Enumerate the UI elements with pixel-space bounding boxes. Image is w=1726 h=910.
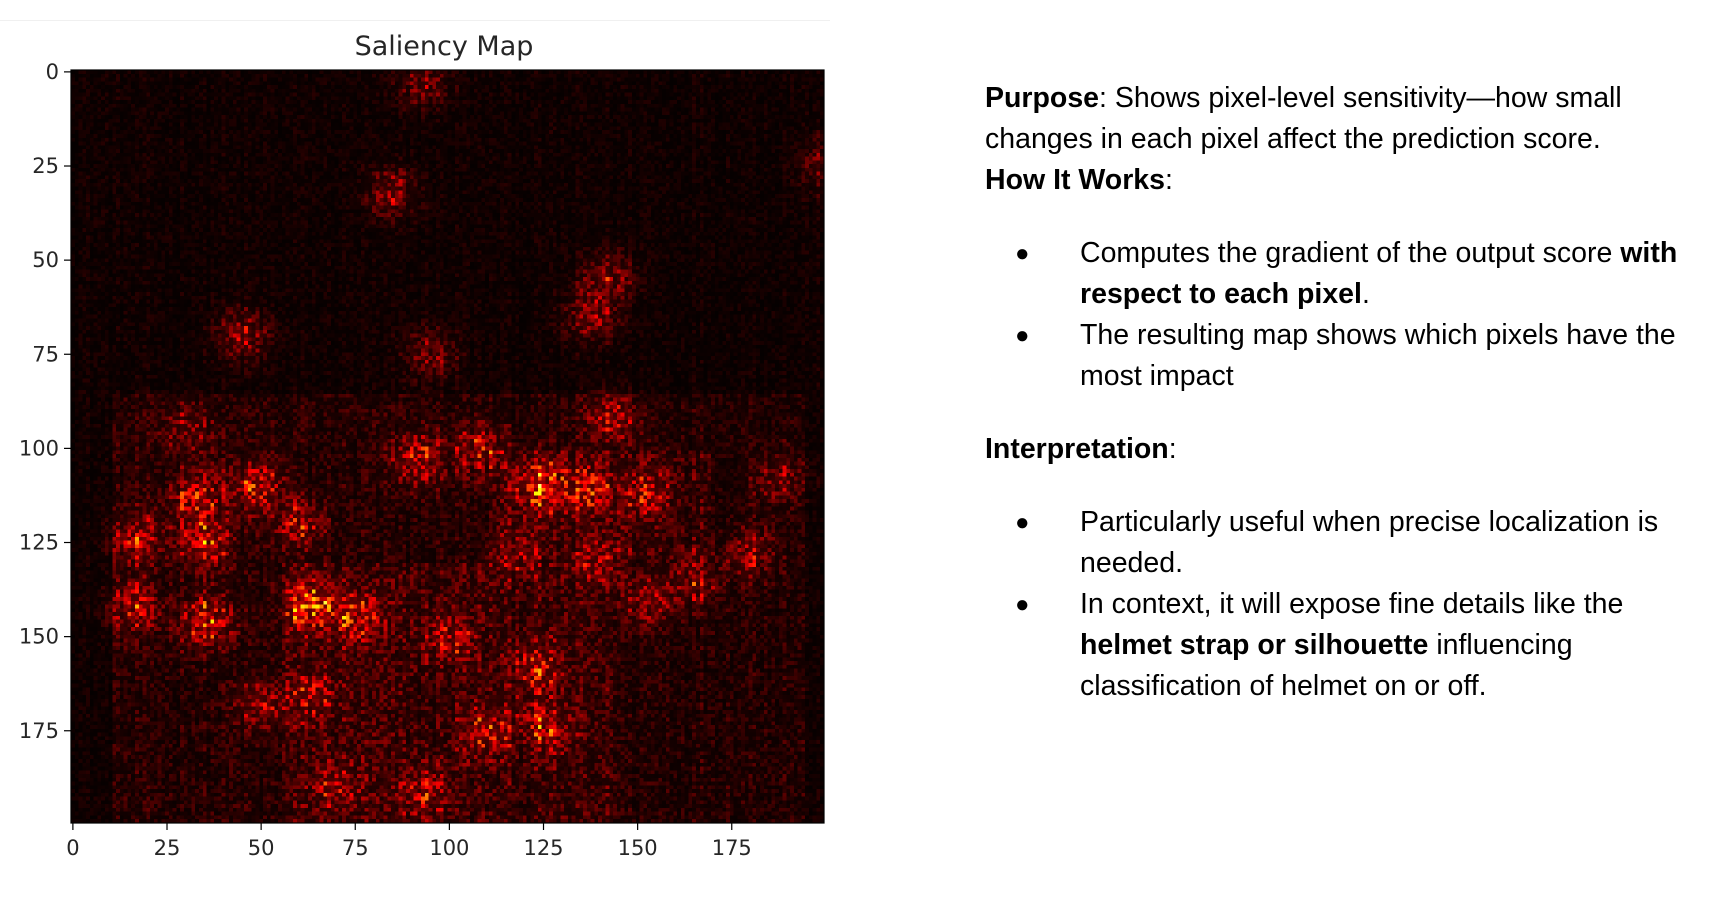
x-tick-label: 75	[342, 836, 369, 860]
y-tick-label: 125	[19, 531, 59, 555]
x-tick-label: 150	[618, 836, 658, 860]
purpose-label: Purpose	[985, 82, 1100, 114]
x-tick-label: 0	[66, 836, 79, 860]
y-tick-label: 175	[19, 719, 59, 743]
purpose-text: : Shows pixel-level sensitivity—how smal…	[985, 82, 1622, 155]
y-axis: 0 25 50 75 100 125 150 175	[19, 60, 71, 743]
bullet-icon: ●	[1015, 509, 1030, 536]
x-axis: 0 25 50 75 100 125 150 175	[66, 823, 752, 860]
y-tick-label: 100	[19, 436, 59, 460]
x-tick-label: 100	[429, 836, 469, 860]
x-tick-label: 25	[154, 836, 181, 860]
how-it-works-label: How It Works	[985, 164, 1165, 196]
y-tick-label: 150	[19, 625, 59, 649]
figure-top-edge	[0, 20, 830, 21]
y-tick-label: 0	[46, 60, 59, 84]
x-tick-label: 175	[712, 836, 752, 860]
list-item: ● The resulting map shows which pixels ha…	[985, 315, 1720, 397]
y-tick-label: 50	[32, 248, 59, 272]
plot-frame	[70, 69, 825, 824]
heatmap-image	[71, 70, 824, 823]
interpretation-list: ● Particularly useful when precise locali…	[985, 502, 1720, 707]
list-item: ● Particularly useful when precise locali…	[985, 502, 1720, 584]
y-tick-label: 25	[32, 154, 59, 178]
heatmap-raster	[71, 70, 824, 823]
x-tick-label: 50	[248, 836, 275, 860]
x-tick-label: 125	[523, 836, 563, 860]
bullet-icon: ●	[1015, 591, 1030, 618]
list-item: ● In context, it will expose fine details…	[985, 584, 1720, 707]
explanation-panel: Purpose: Shows pixel-level sensitivity—h…	[985, 78, 1720, 739]
interpretation-colon: :	[1168, 433, 1177, 465]
list-item-text-end: influencing classification of helmet on …	[1080, 629, 1573, 702]
purpose-paragraph: Purpose: Shows pixel-level sensitivity—h…	[985, 78, 1720, 160]
list-item-text: In context, it will expose fine details …	[1080, 588, 1624, 620]
chart-title: Saliency Map	[355, 31, 534, 62]
saliency-figure: Saliency Map 0 25 50 75 100 125 150 175 0 25 50 75…	[0, 20, 830, 880]
list-item-emphasis: helmet strap or silhouette	[1080, 629, 1429, 661]
bullet-icon: ●	[1015, 240, 1030, 267]
list-item-text-end: .	[1361, 278, 1370, 310]
list-item: ● Computes the gradient of the output sco…	[985, 233, 1720, 315]
list-item-text: Computes the gradient of the output scor…	[1080, 237, 1621, 269]
y-tick-label: 75	[32, 342, 59, 366]
list-item-text: The resulting map shows which pixels hav…	[1080, 319, 1676, 392]
saliency-chart: Saliency Map 0 25 50 75 100 125 150 175 0 25 50 75…	[19, 31, 825, 860]
list-item-text: Particularly useful when precise localiz…	[1080, 506, 1659, 579]
list-item-emphasis: with respect to each pixel	[1080, 237, 1678, 310]
how-it-works-list: ● Computes the gradient of the output sco…	[985, 233, 1720, 397]
how-it-works-heading: How It Works:	[985, 160, 1720, 201]
interpretation-label: Interpretation	[985, 433, 1169, 465]
how-it-works-colon: :	[1165, 164, 1173, 196]
interpretation-heading: Interpretation:	[985, 429, 1720, 470]
bullet-icon: ●	[1015, 322, 1030, 349]
